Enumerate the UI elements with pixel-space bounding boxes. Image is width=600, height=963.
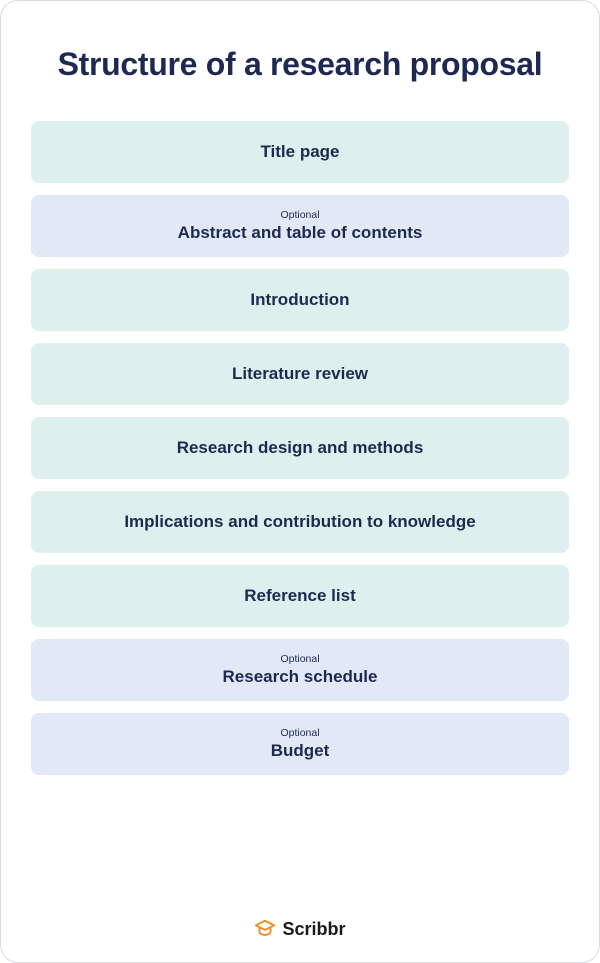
section-budget: Optional Budget — [31, 713, 569, 775]
section-research-schedule: Optional Research schedule — [31, 639, 569, 701]
section-label: Literature review — [232, 364, 368, 384]
optional-tag: Optional — [280, 209, 319, 221]
section-label: Research schedule — [223, 667, 378, 687]
section-research-design: Research design and methods — [31, 417, 569, 479]
section-implications: Implications and contribution to knowled… — [31, 491, 569, 553]
section-label: Title page — [260, 142, 339, 162]
section-label: Reference list — [244, 586, 356, 606]
graduation-cap-icon — [254, 918, 276, 940]
section-label: Implications and contribution to knowled… — [124, 512, 475, 532]
infographic-card: Structure of a research proposal Title p… — [0, 0, 600, 963]
page-title: Structure of a research proposal — [31, 46, 569, 83]
section-label: Introduction — [250, 290, 349, 310]
section-abstract-toc: Optional Abstract and table of contents — [31, 195, 569, 257]
section-title-page: Title page — [31, 121, 569, 183]
section-introduction: Introduction — [31, 269, 569, 331]
section-reference-list: Reference list — [31, 565, 569, 627]
sections-list: Title page Optional Abstract and table o… — [31, 121, 569, 896]
footer-brand: Scribbr — [282, 919, 345, 940]
section-label: Abstract and table of contents — [178, 223, 423, 243]
section-literature-review: Literature review — [31, 343, 569, 405]
optional-tag: Optional — [280, 653, 319, 665]
optional-tag: Optional — [280, 727, 319, 739]
section-label: Budget — [271, 741, 330, 761]
section-label: Research design and methods — [177, 438, 424, 458]
footer: Scribbr — [31, 918, 569, 940]
